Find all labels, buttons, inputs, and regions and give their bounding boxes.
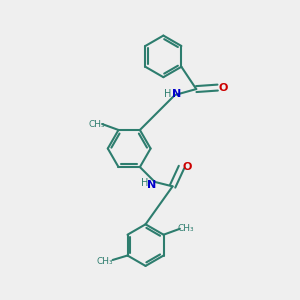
Text: CH₃: CH₃ xyxy=(178,224,194,233)
Text: H: H xyxy=(164,88,171,98)
Text: CH₃: CH₃ xyxy=(88,119,105,128)
Text: CH₃: CH₃ xyxy=(97,257,113,266)
Text: N: N xyxy=(147,180,156,190)
Text: N: N xyxy=(172,88,181,98)
Text: H: H xyxy=(141,178,148,188)
Text: O: O xyxy=(183,162,192,172)
Text: O: O xyxy=(218,82,228,93)
